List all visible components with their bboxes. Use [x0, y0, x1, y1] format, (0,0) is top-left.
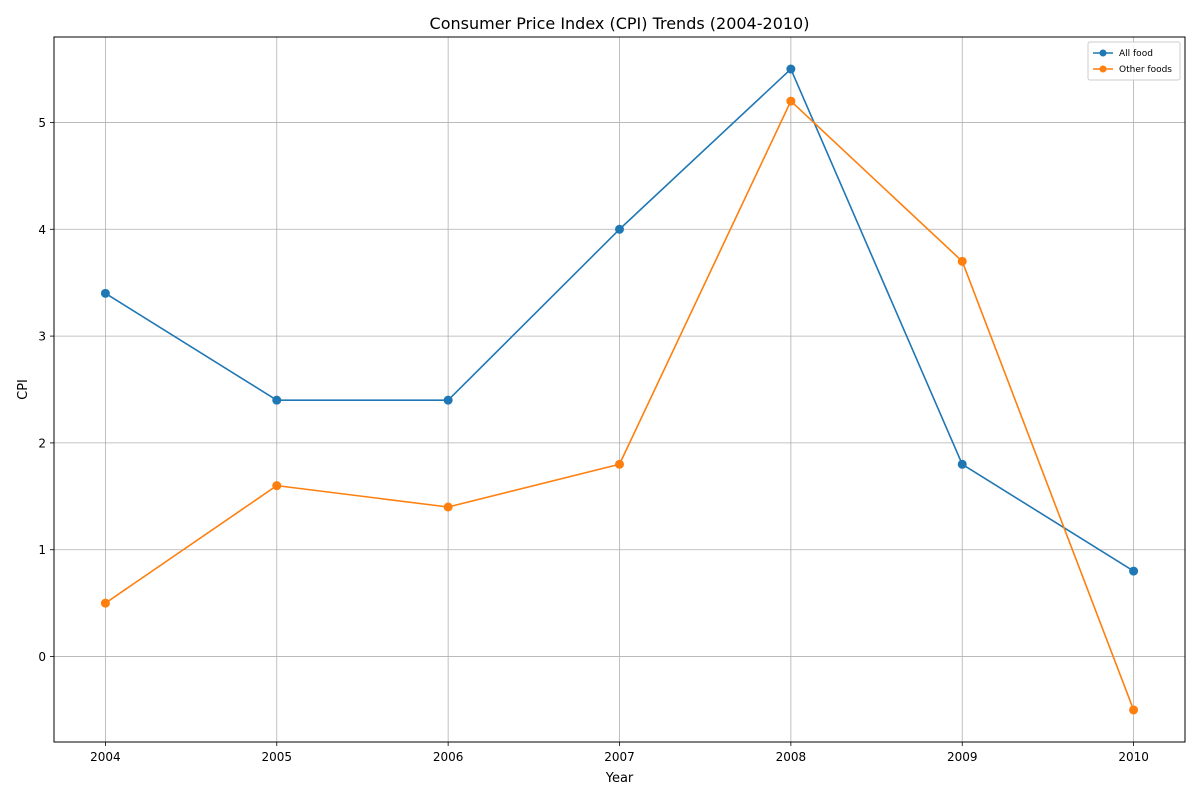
series-group [100, 64, 1139, 715]
x-tick-label: 2007 [604, 750, 635, 764]
y-tick-label: 1 [38, 543, 46, 557]
x-tick-label: 2006 [433, 750, 464, 764]
legend: All food Other foods [1087, 41, 1181, 81]
data-point-all-food [1129, 566, 1139, 576]
data-point-other-foods [100, 598, 110, 608]
data-point-other-foods [615, 459, 624, 469]
legend-label-all-food: All food [1119, 49, 1153, 59]
x-tick-label: 2005 [261, 750, 292, 764]
x-tick-label: 2008 [776, 750, 807, 764]
data-point-other-foods [272, 481, 282, 491]
legend-swatch-marker-all-food [1099, 49, 1107, 57]
legend-box [1087, 41, 1181, 81]
legend-label-other-foods: Other foods [1119, 65, 1172, 75]
data-point-all-food [272, 395, 282, 405]
x-tick-label: 2004 [90, 750, 121, 764]
y-tick-label: 3 [38, 330, 46, 344]
chart-title: Consumer Price Index (CPI) Trends (2004-… [430, 14, 810, 33]
y-tick-label: 2 [38, 436, 46, 450]
x-tick-label: 2009 [947, 750, 978, 764]
data-point-all-food [443, 395, 453, 405]
legend-swatch-marker-other-foods [1099, 65, 1107, 73]
y-axis-ticks: 0 1 2 3 4 5 [38, 116, 54, 664]
data-point-other-foods [957, 256, 967, 266]
y-tick-label: 4 [38, 223, 46, 237]
x-tick-label: 2010 [1118, 750, 1149, 764]
y-axis-label: CPI [16, 379, 31, 400]
y-tick-label: 5 [38, 116, 46, 130]
data-point-all-food [786, 64, 796, 74]
x-axis-label: Year [605, 771, 634, 786]
data-point-other-foods [1129, 705, 1139, 715]
y-tick-label: 0 [38, 650, 46, 664]
data-point-other-foods [786, 96, 796, 106]
data-point-all-food [100, 288, 110, 298]
x-axis-ticks: 2004 2005 2006 2007 2008 2009 2010 [90, 742, 1149, 764]
data-point-other-foods [443, 502, 453, 512]
grid-lines [54, 37, 1185, 742]
data-point-all-food [615, 224, 624, 234]
data-point-all-food [957, 459, 967, 469]
